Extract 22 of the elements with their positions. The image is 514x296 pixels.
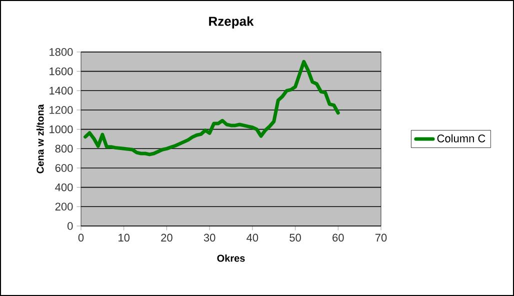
y-tick-label: 1400	[50, 86, 73, 95]
y-tick-label: 1600	[50, 67, 73, 76]
y-tick-label: 1200	[50, 106, 73, 114]
x-tick-label: 20	[161, 234, 172, 242]
y-tick-label: 200	[55, 202, 73, 211]
y-axis-title: Cena w zł/tona	[36, 104, 44, 174]
x-tick-label: 70	[375, 234, 387, 242]
x-tick-label: 10	[118, 234, 130, 242]
x-tick-label: 0	[78, 234, 84, 242]
y-tick-label: 1000	[50, 125, 73, 134]
legend-label: Column C	[437, 134, 486, 142]
y-tick-label: 1800	[50, 48, 73, 56]
x-tick-label: 40	[246, 234, 258, 242]
x-tick-label: 60	[332, 234, 344, 242]
x-tick-label: 50	[290, 234, 301, 242]
x-axis-title: Okres	[217, 254, 245, 262]
chart-title: Rzepak	[209, 16, 254, 28]
y-tick-label: 800	[55, 144, 73, 153]
y-tick-label: 400	[55, 183, 73, 192]
y-tick-label: 600	[55, 164, 73, 172]
y-tick-label: 0	[68, 222, 73, 230]
x-tick-label: 30	[204, 234, 216, 242]
